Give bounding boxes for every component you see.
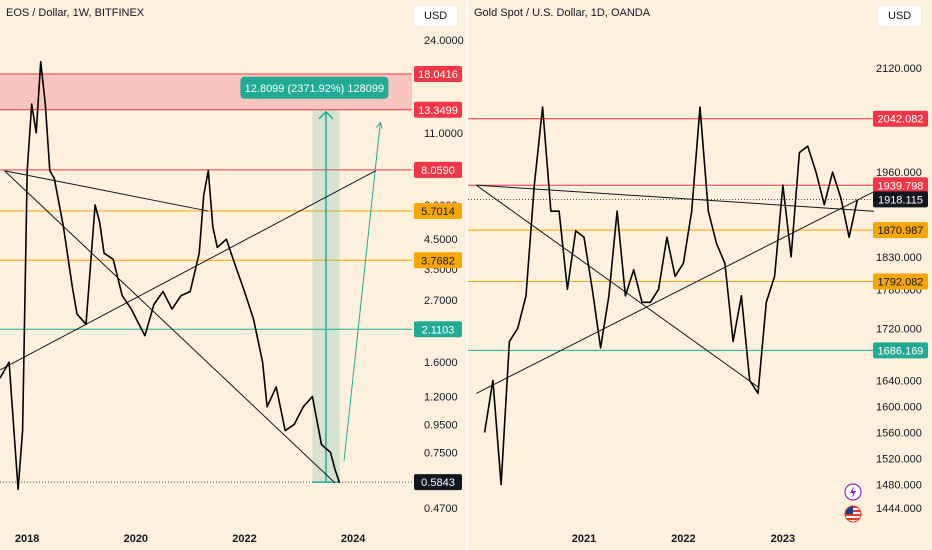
projection-arrowhead [375, 121, 383, 129]
y-tick-label: 0.4700 [424, 503, 458, 515]
level-tag [414, 161, 462, 178]
level-tag-label: 1686.169 [878, 345, 924, 357]
y-tick-label: 1600.000 [876, 401, 922, 413]
level-tag [414, 203, 462, 220]
trendline [475, 184, 759, 388]
y-tick-label: 4.5000 [424, 234, 458, 246]
y-tick-label: 1640.000 [876, 375, 922, 387]
level-tag [873, 177, 928, 194]
y-tick-label: 1.6000 [424, 357, 458, 369]
gold-chart-pane[interactable]: 2120.000 1960.000 1830.000 1780.000 1720.000… [468, 0, 932, 550]
level-tag-label: 1792.082 [878, 276, 924, 288]
x-tick-label: 2023 [771, 533, 795, 545]
pane-divider[interactable] [466, 0, 468, 550]
price-line [483, 106, 859, 486]
y-tick-label: 1720.000 [876, 323, 922, 335]
y-tick-label: 1444.000 [876, 503, 922, 515]
level-tag-label: 3.7682 [421, 255, 455, 267]
level-tag [873, 222, 928, 239]
trendline [4, 170, 209, 212]
level-tag-label: 18.0416 [418, 69, 458, 81]
lightning-icon[interactable] [844, 483, 862, 501]
y-tick-label: 1830.000 [876, 252, 922, 264]
measure-arrowhead [318, 110, 334, 120]
level-tag [414, 252, 462, 269]
y-tick-label: 1480.000 [876, 480, 922, 492]
level-tag-label: 8.0590 [421, 165, 455, 177]
y-tick-label: 1960.000 [876, 167, 922, 179]
level-tag [414, 321, 462, 338]
level-tag-label: 1918.115 [878, 194, 923, 206]
y-tick-label: 2.7000 [424, 295, 458, 307]
y-tick-label: 11.0000 [424, 128, 463, 140]
y-tick-label: 1520.000 [876, 454, 922, 466]
currency-button[interactable]: USD [414, 6, 458, 26]
measure-label-bg [240, 76, 389, 99]
currency-button[interactable]: USD [878, 6, 922, 26]
level-tag-label: 13.3499 [418, 105, 458, 117]
x-tick-label: 2024 [341, 533, 366, 545]
trendline [476, 184, 875, 212]
trendline [0, 170, 377, 371]
trendline [476, 191, 875, 394]
x-tick-label: 2022 [232, 533, 256, 545]
level-tag [873, 342, 928, 359]
eos-chart-pane[interactable]: 12.8099 (2371.92%) 12809924.000011.00006… [0, 0, 466, 550]
eos-chart-svg[interactable]: 12.8099 (2371.92%) 12809924.000011.00006… [0, 0, 466, 550]
price-line [0, 60, 341, 491]
measure-label: 12.8099 (2371.92%) 128099 [245, 83, 384, 95]
level-tag-label: 0.5843 [421, 477, 455, 489]
level-tag [873, 110, 928, 127]
gold-chart-title: Gold Spot / U.S. Dollar, 1D, OANDA [474, 7, 651, 19]
level-tag-label: 5.7014 [421, 206, 455, 218]
level-tag-label: 1939.798 [878, 180, 924, 192]
us-flag-icon[interactable] [844, 505, 862, 523]
trendline [4, 170, 336, 484]
y-tick-label: 1.2000 [424, 391, 458, 403]
y-tick-label: 24.0000 [424, 35, 464, 47]
y-tick-label: 0.7500 [424, 447, 458, 459]
x-tick-label: 2022 [671, 533, 695, 545]
x-tick-label: 2021 [572, 533, 596, 545]
level-tag-label: 2.1103 [422, 324, 455, 336]
projection-arrow [343, 122, 381, 461]
level-tag-label: 2042.082 [878, 114, 924, 126]
gold-chart-svg[interactable]: 2120.0001960.0001830.0001780.0001720.000… [468, 0, 932, 550]
level-tag [873, 273, 928, 290]
level-tag [873, 191, 928, 208]
x-tick-label: 2018 [15, 533, 39, 545]
level-tag [414, 65, 462, 82]
y-tick-label: 2120.000 [876, 63, 922, 75]
level-tag [414, 474, 462, 491]
y-tick-label: 0.9500 [424, 419, 458, 431]
y-tick-label: 1560.000 [876, 427, 922, 439]
eos-chart-title: EOS / Dollar, 1W, BITFINEX [6, 7, 145, 19]
level-tag [414, 101, 462, 118]
level-tag-label: 1870.987 [878, 225, 924, 237]
x-tick-label: 2020 [124, 533, 148, 545]
